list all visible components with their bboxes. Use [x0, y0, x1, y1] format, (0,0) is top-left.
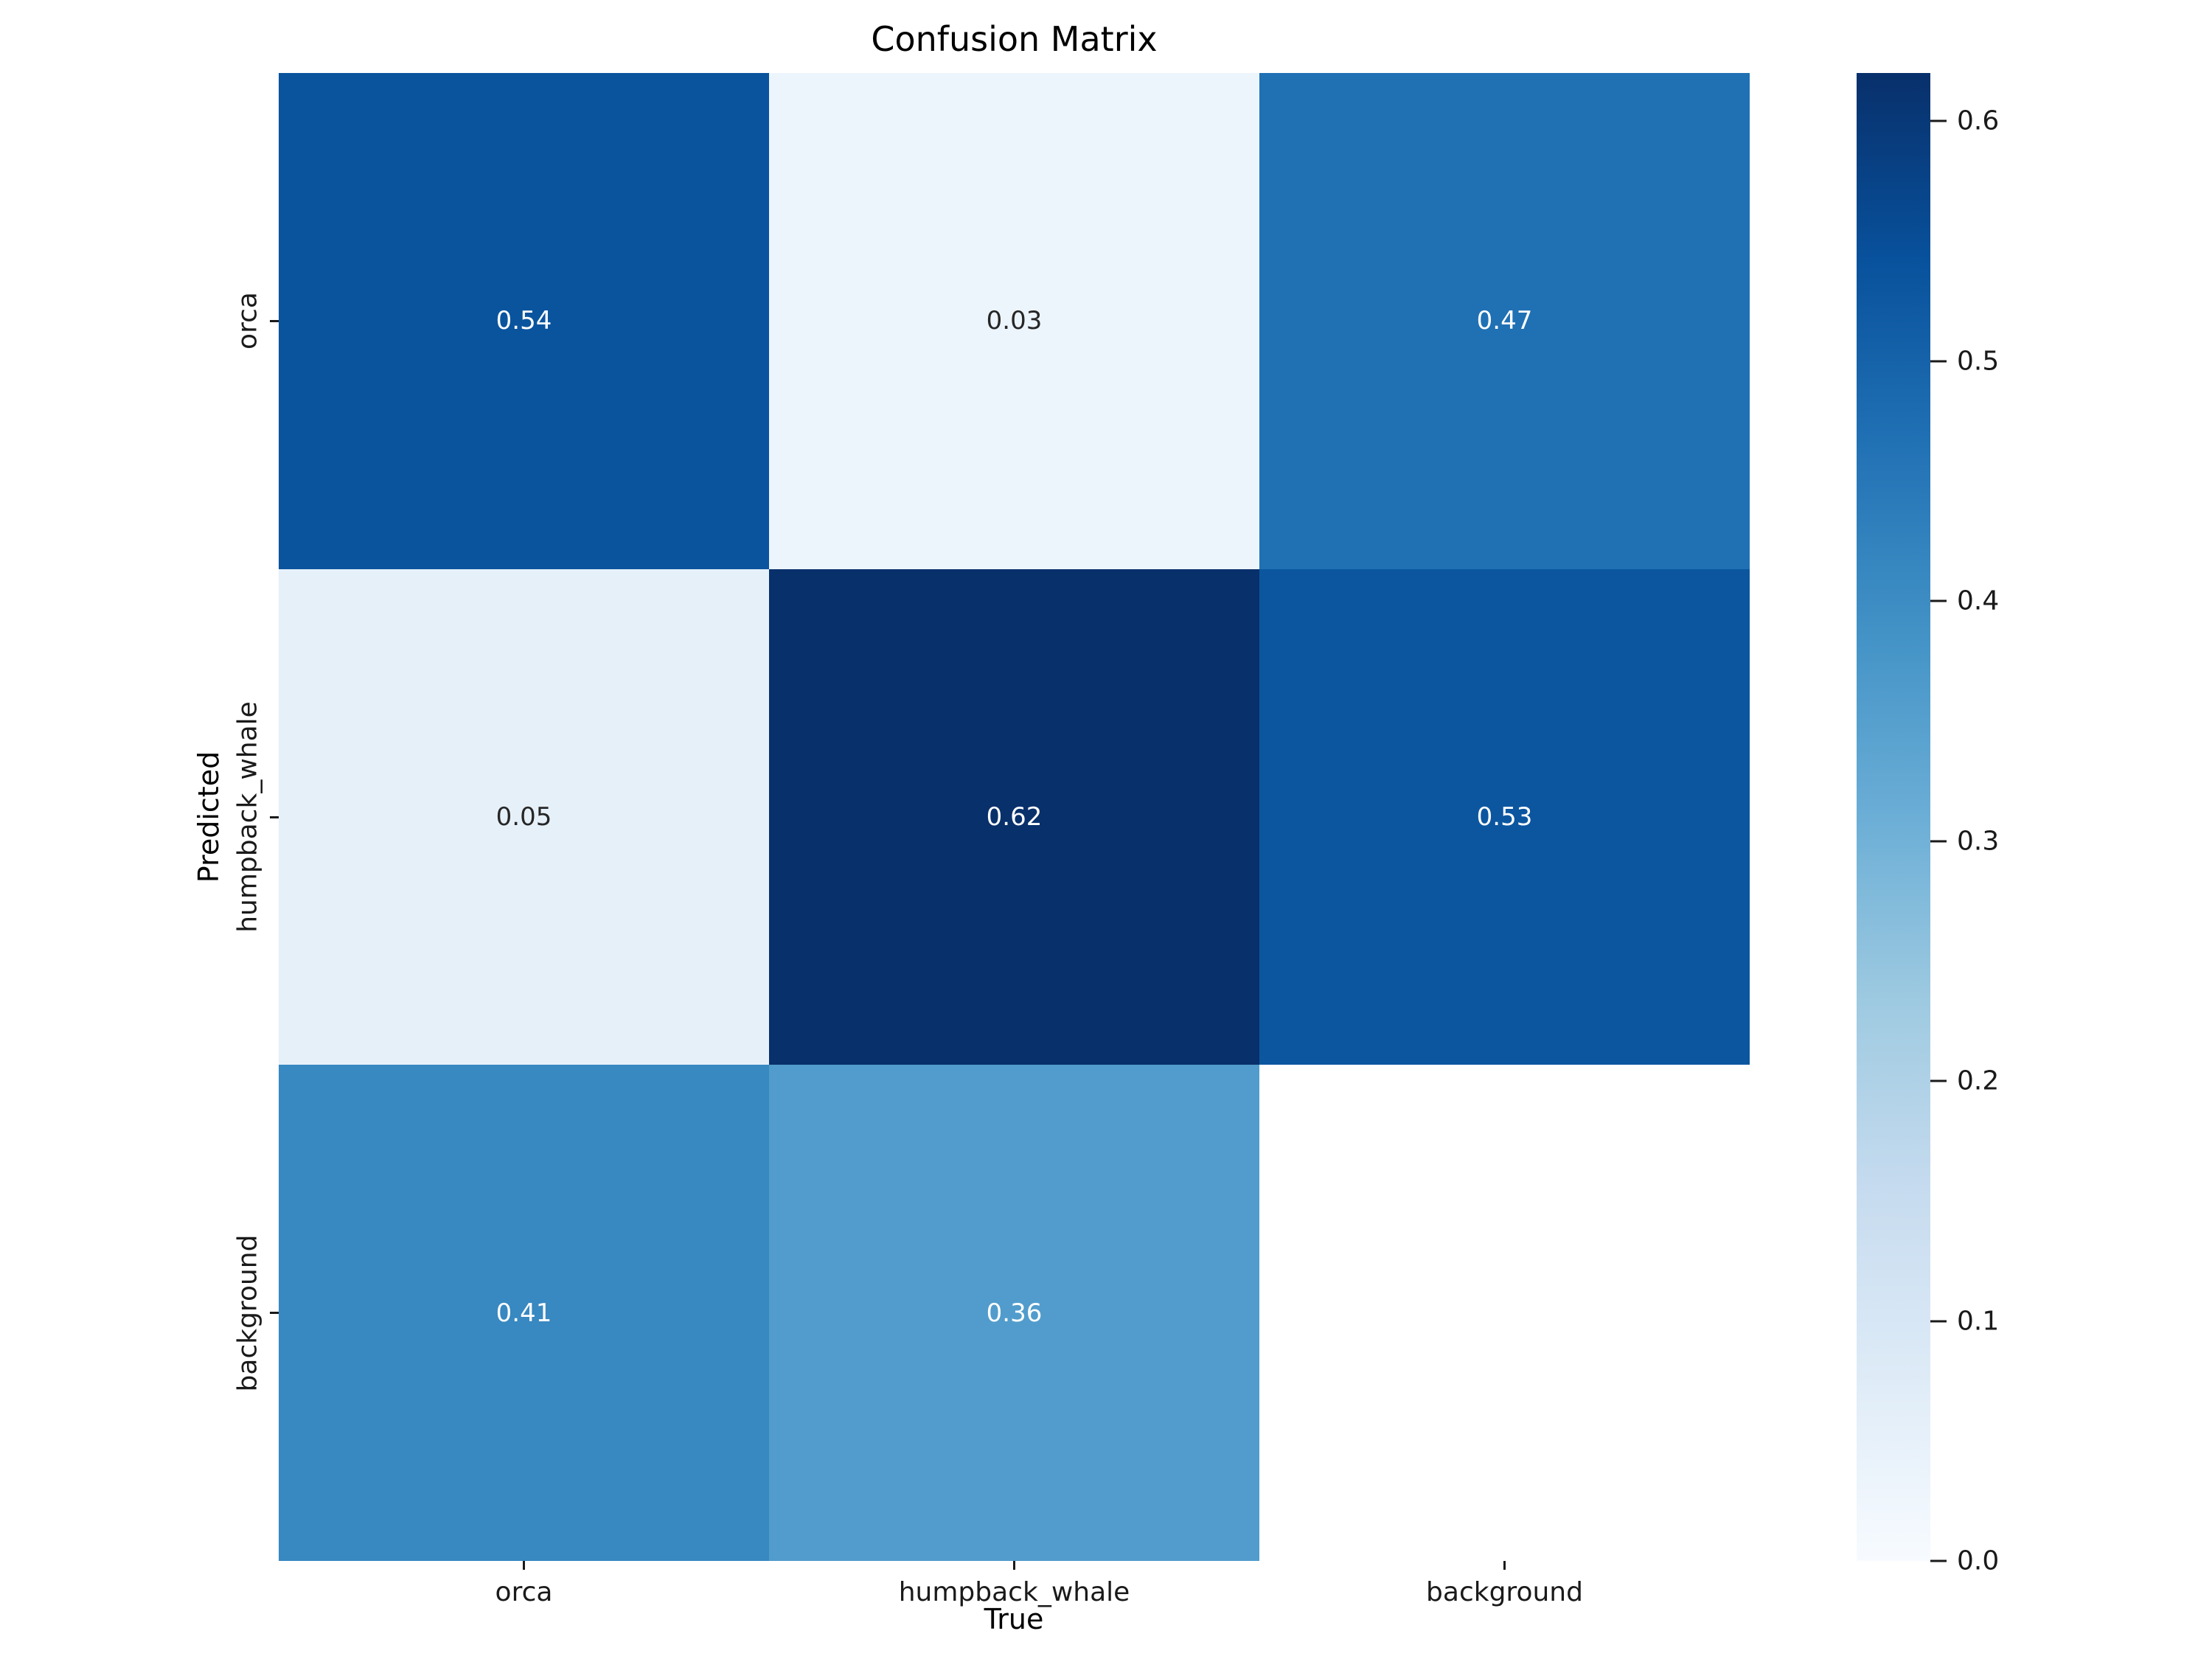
- heatmap-cell: 0.05: [279, 568, 769, 1065]
- heatmap-cell: 0.41: [279, 1065, 769, 1561]
- colorbar-tick-label: 0.5: [1957, 346, 2000, 377]
- y-tick-label: orca: [232, 292, 263, 350]
- heatmap-axes: 0.54 0.03 0.47 0.05 0.62 0.53 0.41 0.36: [279, 73, 1750, 1561]
- colorbar-tick-mark: [1930, 119, 1947, 122]
- x-axis-label: True: [984, 1603, 1044, 1635]
- colorbar-tick-label: 0.0: [1957, 1545, 2000, 1576]
- x-tick-mark: [1013, 1561, 1015, 1570]
- colorbar-tick-label: 0.3: [1957, 826, 2000, 857]
- heatmap-cell: [1259, 1065, 1750, 1561]
- y-axis-label: Predicted: [192, 751, 225, 883]
- colorbar-tick-mark: [1930, 1079, 1947, 1082]
- cell-value: 0.62: [986, 801, 1043, 832]
- cell-value: 0.36: [986, 1298, 1043, 1328]
- chart-title: Confusion Matrix: [871, 19, 1158, 59]
- y-tick-mark: [270, 319, 279, 322]
- colorbar-tick-mark: [1930, 599, 1947, 602]
- heatmap-cell: 0.54: [279, 73, 769, 569]
- y-tick-mark: [270, 1312, 279, 1315]
- colorbar-tick-label: 0.2: [1957, 1065, 2000, 1096]
- colorbar-tick-mark: [1930, 1320, 1947, 1323]
- cell-value: 0.41: [495, 1298, 552, 1328]
- heatmap-cell: 0.53: [1259, 568, 1750, 1065]
- x-tick-label: background: [1426, 1577, 1583, 1607]
- y-tick-mark: [270, 815, 279, 818]
- colorbar-tick-label: 0.4: [1957, 585, 2000, 616]
- colorbar-tick-mark: [1930, 360, 1947, 363]
- x-tick-mark: [1503, 1561, 1506, 1570]
- heatmap-cell: 0.03: [768, 73, 1259, 569]
- heatmap-cell: 0.47: [1259, 73, 1750, 569]
- heatmap-cell: 0.36: [768, 1065, 1259, 1561]
- heatmap-cell: 0.62: [768, 568, 1259, 1065]
- cell-value: 0.05: [495, 801, 552, 832]
- cell-value: 0.54: [495, 306, 552, 336]
- x-tick-label: orca: [495, 1577, 553, 1607]
- colorbar-tick-mark: [1930, 1559, 1947, 1562]
- colorbar-tick-label: 0.6: [1957, 105, 2000, 136]
- cell-value: 0.53: [1476, 801, 1533, 832]
- colorbar-tick-label: 0.1: [1957, 1306, 2000, 1337]
- x-tick-label: humpback_whale: [898, 1577, 1130, 1607]
- y-tick-label: background: [232, 1234, 263, 1392]
- colorbar-tick-mark: [1930, 840, 1947, 843]
- cell-value: 0.47: [1476, 306, 1533, 336]
- x-tick-mark: [523, 1561, 525, 1570]
- colorbar: [1857, 73, 1930, 1561]
- cell-value: 0.03: [986, 306, 1043, 336]
- y-tick-label: humpback_whale: [232, 701, 263, 933]
